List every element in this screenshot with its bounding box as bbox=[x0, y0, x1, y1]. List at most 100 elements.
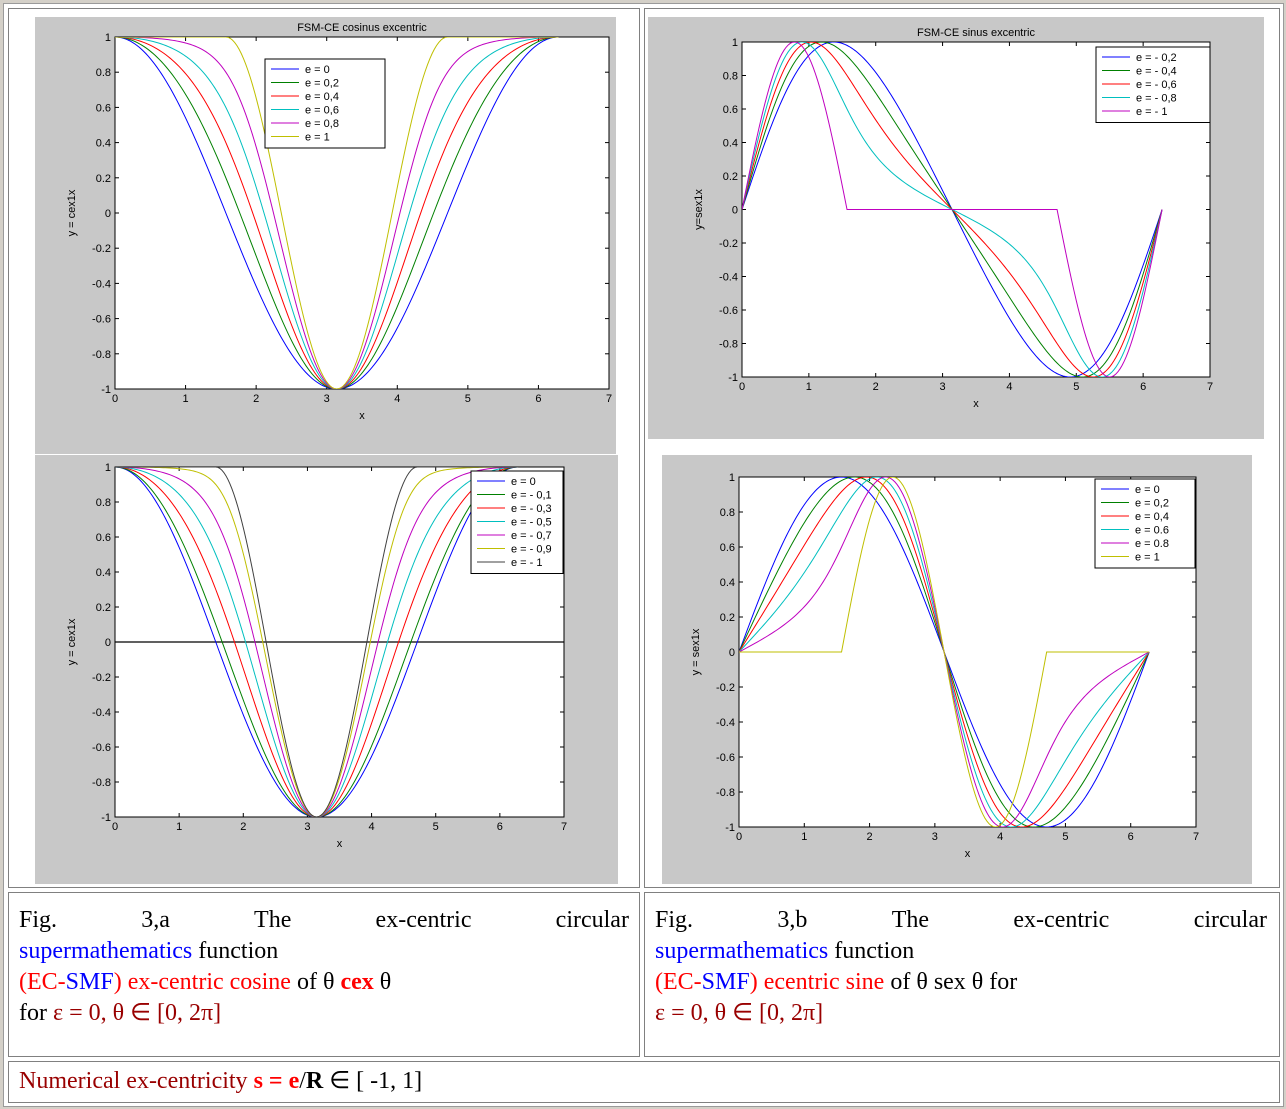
x-tick-label: 5 bbox=[1062, 831, 1068, 843]
y-tick-label: 0.2 bbox=[720, 612, 735, 624]
x-tick-label: 4 bbox=[369, 821, 375, 833]
x-tick-label: 3 bbox=[304, 821, 310, 833]
x-tick-label: 4 bbox=[1006, 381, 1012, 393]
x-axis-label: x bbox=[337, 838, 343, 850]
legend-label: e = - 0,2 bbox=[1136, 52, 1177, 64]
chart-title: FSM-CE sinus excentric bbox=[917, 27, 1035, 39]
y-tick-label: 0.2 bbox=[723, 171, 738, 183]
y-axis-label: y = cex1x bbox=[66, 618, 78, 665]
y-tick-label: -0.6 bbox=[92, 742, 111, 754]
series-line bbox=[115, 467, 519, 817]
y-tick-label: 0.8 bbox=[723, 71, 738, 83]
ec-abbrev: EC bbox=[27, 969, 58, 995]
smf-abbrev: SMF bbox=[65, 969, 114, 995]
caption-text: - bbox=[57, 969, 66, 995]
ex-centric-cosine-term: ex-centric cosine bbox=[121, 969, 291, 995]
x-tick-label: 7 bbox=[606, 393, 612, 405]
fig-label: Fig. bbox=[655, 907, 694, 933]
caption-left-line4: for ε = 0, θ ∈ [0, 2π] bbox=[19, 998, 629, 1029]
legend-label: e = 0,4 bbox=[305, 91, 339, 103]
series-line bbox=[739, 477, 1150, 827]
x-tick-label: 6 bbox=[1140, 381, 1146, 393]
caption-text: - bbox=[693, 969, 702, 995]
caption-text: / bbox=[299, 1068, 306, 1094]
cex-term: cex bbox=[340, 969, 374, 995]
y-tick-label: 0.6 bbox=[96, 532, 111, 544]
cell-right-plots: FSM-CE sinus excentric 0 1 2 3 4 5 6 7 -1 -0.8 -0.6… bbox=[644, 8, 1280, 888]
caption-word: The bbox=[891, 907, 930, 933]
legend-label: e = 0 bbox=[305, 64, 330, 76]
series-line bbox=[115, 467, 519, 817]
series-line bbox=[115, 37, 559, 389]
x-axis-label: x bbox=[359, 410, 365, 422]
x-tick-label: 4 bbox=[394, 393, 400, 405]
caption-text: ( bbox=[19, 969, 27, 995]
cell-left-plots: FSM-CE cosinus excentric 0 1 2 3 4 5 6 7 -1 -0.8 -0… bbox=[8, 8, 640, 888]
chart-cosinus-negative-e: 0 1 2 3 4 5 6 7 -1 -0.8 -0.6 -0.4 -0.2 0 0.2 0.4 0.6 0.8 1… bbox=[66, 462, 567, 850]
x-tick-label: 0 bbox=[739, 381, 745, 393]
caption-text: ) bbox=[749, 969, 758, 995]
x-tick-label: 5 bbox=[1073, 381, 1079, 393]
y-tick-label: -0.8 bbox=[716, 787, 735, 799]
chart-cosinus-excentric: FSM-CE cosinus excentric 0 1 2 3 4 5 6 7 -1 -0.8 -0… bbox=[66, 22, 612, 422]
y-tick-label: 0.6 bbox=[96, 102, 111, 114]
series-line bbox=[115, 467, 519, 817]
y-tick-label: -1 bbox=[725, 822, 735, 834]
y-tick-label: 0 bbox=[729, 647, 735, 659]
legend-label: e = 1 bbox=[305, 132, 330, 144]
chart-title: FSM-CE cosinus excentric bbox=[297, 22, 427, 34]
x-tick-label: 5 bbox=[433, 821, 439, 833]
supermathematics-term: supermathematics bbox=[19, 938, 193, 964]
y-tick-label: -0.4 bbox=[719, 272, 738, 284]
y-tick-label: 0.4 bbox=[723, 138, 738, 150]
legend: e = 0 e = 0,2e = 0,4 e = 0,6e = 0,8 e = 1 bbox=[264, 58, 386, 149]
legend-label: e = - 0,6 bbox=[1136, 79, 1177, 91]
caption-word: circular bbox=[555, 907, 629, 933]
caption-word: The bbox=[254, 907, 292, 933]
caption-text: function bbox=[828, 938, 915, 964]
legend-box bbox=[470, 470, 564, 574]
caption-left-line3: (EC-SMF) ex-centric cosine of θ cex θ bbox=[19, 967, 629, 998]
caption-right: Fig. 3,b The ex-centric circular superma… bbox=[655, 905, 1267, 1029]
fig-number: 3,a bbox=[141, 907, 170, 933]
y-tick-label: 0 bbox=[732, 205, 738, 217]
x-tick-label: 7 bbox=[1193, 831, 1199, 843]
x-tick-label: 6 bbox=[1128, 831, 1134, 843]
x-tick-label: 3 bbox=[324, 393, 330, 405]
ec-abbrev: EC bbox=[663, 969, 694, 995]
legend-box bbox=[1095, 46, 1211, 123]
series-line bbox=[115, 37, 559, 389]
x-tick-label: 0 bbox=[112, 393, 118, 405]
y-tick-label: 0.8 bbox=[720, 507, 735, 519]
y-axis-label: y=sex1x bbox=[693, 189, 705, 230]
epsilon-range: ε = 0, θ ∈ [0, 2π] bbox=[655, 1000, 824, 1026]
legend-label: e = - 0,9 bbox=[511, 544, 552, 556]
legend-label: e = - 1 bbox=[511, 557, 543, 569]
caption-text: θ bbox=[373, 969, 392, 995]
y-tick-label: -0.8 bbox=[719, 339, 738, 351]
legend-label: e = 0,2 bbox=[305, 78, 339, 90]
legend-label: e = - 0,1 bbox=[511, 490, 552, 502]
plot-sinus-excentric: FSM-CE sinus excentric 0 1 2 3 4 5 6 7 -1 -0.8 -0.6… bbox=[648, 17, 1264, 439]
ecentric-sine-term: ecentric sine bbox=[757, 969, 885, 995]
y-tick-label: -0.2 bbox=[92, 672, 111, 684]
legend-label: e = - 0,5 bbox=[511, 517, 552, 529]
y-tick-label: 0.8 bbox=[96, 67, 111, 79]
x-tick-label: 7 bbox=[561, 821, 567, 833]
smf-abbrev: SMF bbox=[701, 969, 750, 995]
caption-text: ) bbox=[113, 969, 122, 995]
x-tick-label: 1 bbox=[183, 393, 189, 405]
y-tick-label: -0.2 bbox=[92, 243, 111, 255]
y-tick-label: -0.2 bbox=[719, 238, 738, 250]
legend-label: e = - 0,7 bbox=[511, 530, 552, 542]
y-tick-label: 0.2 bbox=[96, 173, 111, 185]
series-line bbox=[115, 467, 519, 817]
x-tick-label: 2 bbox=[240, 821, 246, 833]
legend-label: e = 0,8 bbox=[305, 118, 339, 130]
y-tick-label: 0.6 bbox=[723, 104, 738, 116]
x-tick-label: 6 bbox=[535, 393, 541, 405]
caption-cell-left: Fig. 3,a The ex-centric circular superma… bbox=[8, 892, 640, 1057]
caption-text: Numerical ex-centricity bbox=[19, 1068, 254, 1094]
series-line bbox=[115, 37, 559, 389]
legend-label: e = 0,6 bbox=[305, 105, 339, 117]
